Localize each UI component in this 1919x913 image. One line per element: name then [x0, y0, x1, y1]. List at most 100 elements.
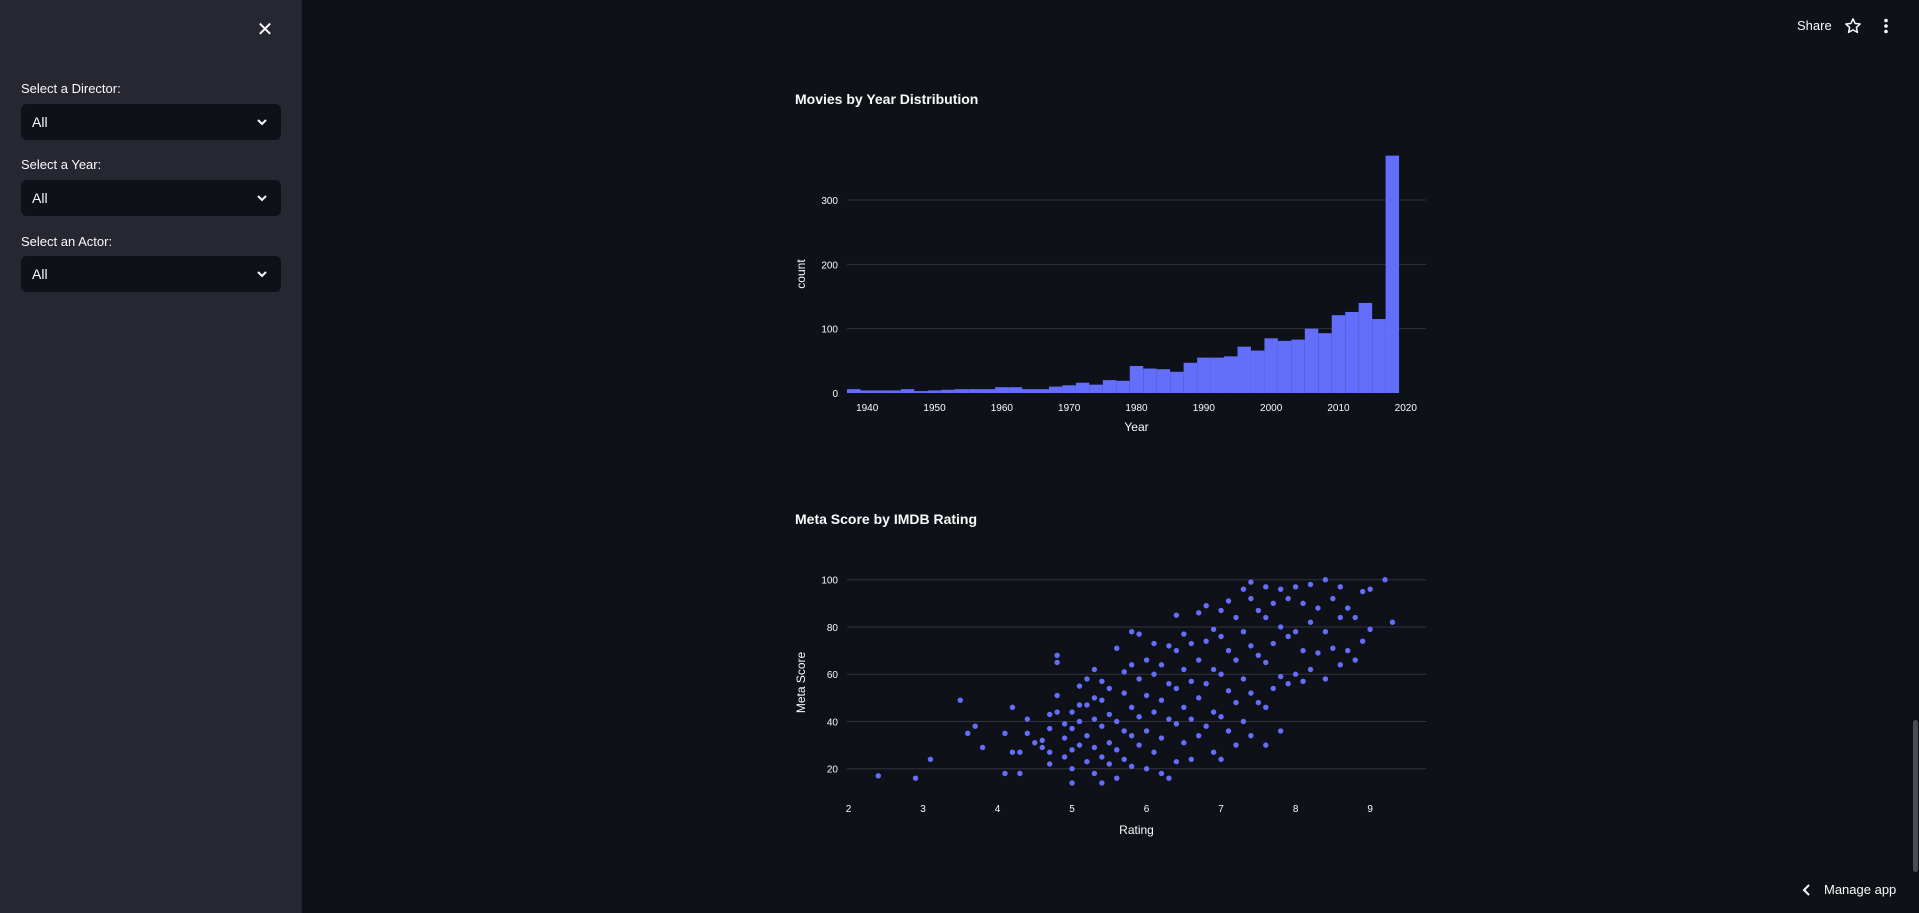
histogram-bar — [1022, 389, 1035, 393]
scatter-point — [1226, 728, 1231, 733]
scatter-point — [958, 698, 963, 703]
scatter-point — [1196, 610, 1201, 615]
scatter-point — [1136, 714, 1141, 719]
scatter-point — [1017, 749, 1022, 754]
scatter-point — [1062, 721, 1067, 726]
histogram-bar — [1116, 381, 1129, 393]
star-button[interactable] — [1843, 16, 1863, 36]
more-vertical-icon — [1883, 18, 1889, 34]
scatter-point — [1107, 686, 1112, 691]
scatter-point — [1099, 780, 1104, 785]
histogram-bar — [1197, 358, 1210, 393]
histogram-bar — [1291, 340, 1304, 393]
scatter-point — [1069, 780, 1074, 785]
main-menu-button[interactable] — [1876, 16, 1896, 36]
x-tick-label: 4 — [995, 804, 1001, 815]
scatter-point — [1360, 589, 1365, 594]
scatter-point — [1241, 629, 1246, 634]
histogram-bar — [1251, 351, 1264, 393]
manage-app-button[interactable]: Manage app — [1802, 882, 1896, 897]
scatter-point — [1002, 731, 1007, 736]
scatter-point — [1271, 641, 1276, 646]
y-tick-label: 100 — [821, 576, 838, 587]
scatter-point — [1174, 612, 1179, 617]
scatter-point — [1054, 709, 1059, 714]
scatter-point — [1077, 702, 1082, 707]
scatter-point — [1144, 728, 1149, 733]
scatter-point — [1092, 771, 1097, 776]
scatter-point — [1092, 667, 1097, 672]
scatter-point — [1174, 648, 1179, 653]
scatter-point — [1189, 641, 1194, 646]
scatter-point — [1308, 667, 1313, 672]
share-button[interactable]: Share — [1797, 18, 1832, 33]
scatter-point — [1189, 679, 1194, 684]
scatter-point — [1069, 726, 1074, 731]
histogram-bar — [1184, 363, 1197, 393]
scatter-point — [1367, 586, 1372, 591]
histogram-bar — [1386, 156, 1399, 393]
scatter-point — [1211, 749, 1216, 754]
close-sidebar-button[interactable]: ✕ — [252, 16, 278, 42]
scatter-point — [1233, 742, 1238, 747]
scatter-point — [1181, 667, 1186, 672]
scatter-point — [1293, 672, 1298, 677]
meta-score-by-rating-chart: 20 40 60 80 100 2 3 4 5 6 7 8 9 Rating Meta Score — [790, 570, 1440, 860]
scatter-point — [1129, 733, 1134, 738]
scatter-point — [1338, 615, 1343, 620]
histogram-bar — [887, 390, 900, 393]
scatter-point — [1241, 676, 1246, 681]
scatter-point — [1211, 709, 1216, 714]
scatter-point — [1054, 653, 1059, 658]
scatter-point — [1077, 683, 1082, 688]
scatter-point — [1189, 716, 1194, 721]
y-tick-label: 0 — [832, 389, 838, 400]
scatter-point — [1226, 598, 1231, 603]
scatter-point — [1278, 674, 1283, 679]
x-tick-label: 5 — [1069, 804, 1075, 815]
x-tick-label: 1940 — [856, 403, 879, 414]
y-tick-label: 60 — [827, 670, 839, 681]
actor-select[interactable]: All — [21, 256, 281, 292]
scatter-point — [1203, 681, 1208, 686]
x-tick-label: 2020 — [1395, 403, 1418, 414]
scatter-point — [1233, 615, 1238, 620]
page-scrollbar[interactable] — [1913, 720, 1918, 872]
histogram-bar — [1036, 389, 1049, 393]
scatter-point — [1256, 653, 1261, 658]
scatter-point — [1203, 603, 1208, 608]
scatter-point — [1233, 657, 1238, 662]
scatter-point — [1136, 742, 1141, 747]
scatter-point — [1017, 771, 1022, 776]
histogram-bar — [860, 390, 873, 393]
star-icon — [1844, 17, 1862, 35]
scatter-point — [1002, 771, 1007, 776]
x-tick-label: 7 — [1218, 804, 1224, 815]
scatter-point — [1308, 582, 1313, 587]
scatter-point — [1226, 648, 1231, 653]
histogram-bar — [1076, 383, 1089, 393]
histogram-bar — [1224, 356, 1237, 393]
scatter-point — [1099, 679, 1104, 684]
scatter-point — [1025, 731, 1030, 736]
year-filter-label: Select a Year: — [21, 157, 101, 172]
scatter-point — [1159, 771, 1164, 776]
chevron-down-icon — [255, 267, 269, 281]
scatter-point — [1107, 740, 1112, 745]
scatter-point — [1196, 733, 1201, 738]
scatter-point — [1218, 608, 1223, 613]
scatter-point — [1166, 716, 1171, 721]
scatter-point — [1114, 646, 1119, 651]
scatter-point — [1136, 631, 1141, 636]
scatter-point — [1166, 643, 1171, 648]
year-select[interactable]: All — [21, 180, 281, 216]
scatter-point — [1263, 660, 1268, 665]
scatter-point — [1285, 681, 1290, 686]
histogram-bar — [1359, 303, 1372, 393]
scatter-point — [1196, 657, 1201, 662]
y-tick-label: 40 — [827, 717, 839, 728]
director-select[interactable]: All — [21, 104, 281, 140]
scatter-point — [1256, 608, 1261, 613]
scatter-point — [1181, 631, 1186, 636]
histogram-bar — [1318, 333, 1331, 393]
